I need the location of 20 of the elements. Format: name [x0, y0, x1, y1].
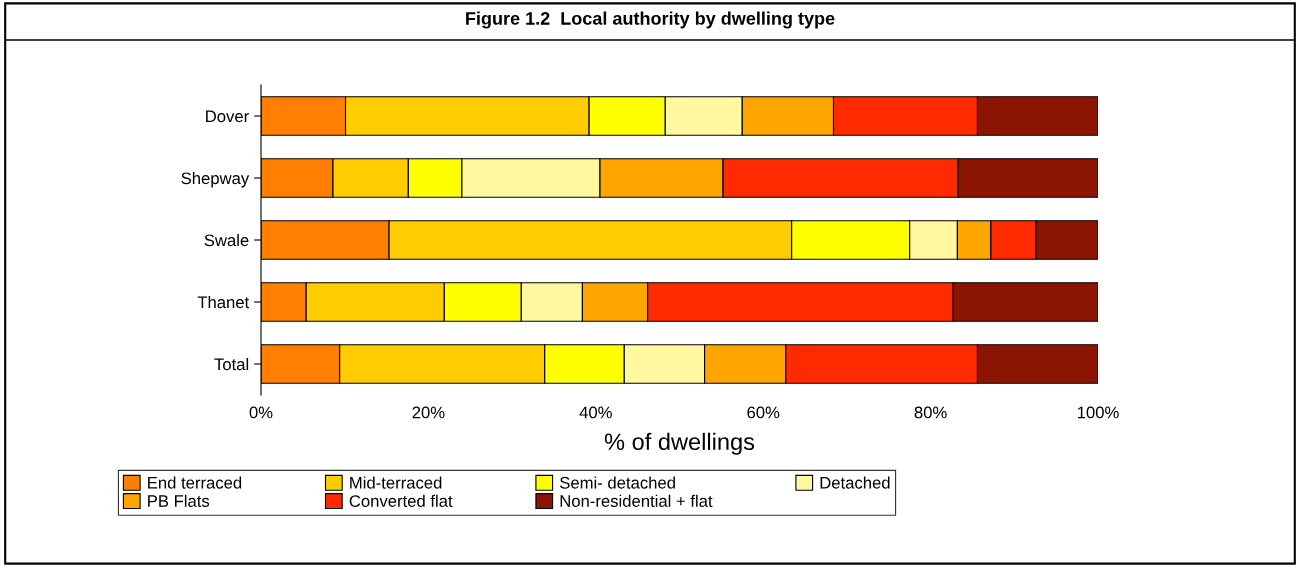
y-tick-label: Dover: [206, 110, 249, 123]
legend-label: Mid-terraced: [350, 476, 442, 489]
y-tick-label: Thanet: [197, 295, 250, 309]
y-tick-label: Swale: [204, 233, 249, 247]
legend-label: PB Flats: [148, 494, 210, 507]
x-tick-label: 60%: [747, 406, 780, 419]
legend-label: Converted flat: [349, 494, 453, 507]
y-tick-label: Total: [214, 357, 249, 371]
legend-label: Detached: [820, 476, 890, 489]
x-tick-label: 0%: [249, 406, 273, 419]
legend-label: End terraced: [148, 476, 242, 489]
legend-label: Non-residential + flat: [560, 494, 713, 507]
legend-label: Semi- detached: [560, 476, 675, 489]
x-axis-title: % of dwellings: [604, 432, 755, 455]
x-tick-label: 40%: [579, 406, 612, 419]
x-tick-label: 20%: [412, 406, 445, 419]
x-tick-label: 100%: [1077, 406, 1119, 419]
y-tick-label: Shepway: [181, 171, 250, 188]
chart-title: Figure 1.2 Local authority by dwelling type: [466, 11, 835, 29]
x-tick-label: 80%: [914, 406, 947, 419]
